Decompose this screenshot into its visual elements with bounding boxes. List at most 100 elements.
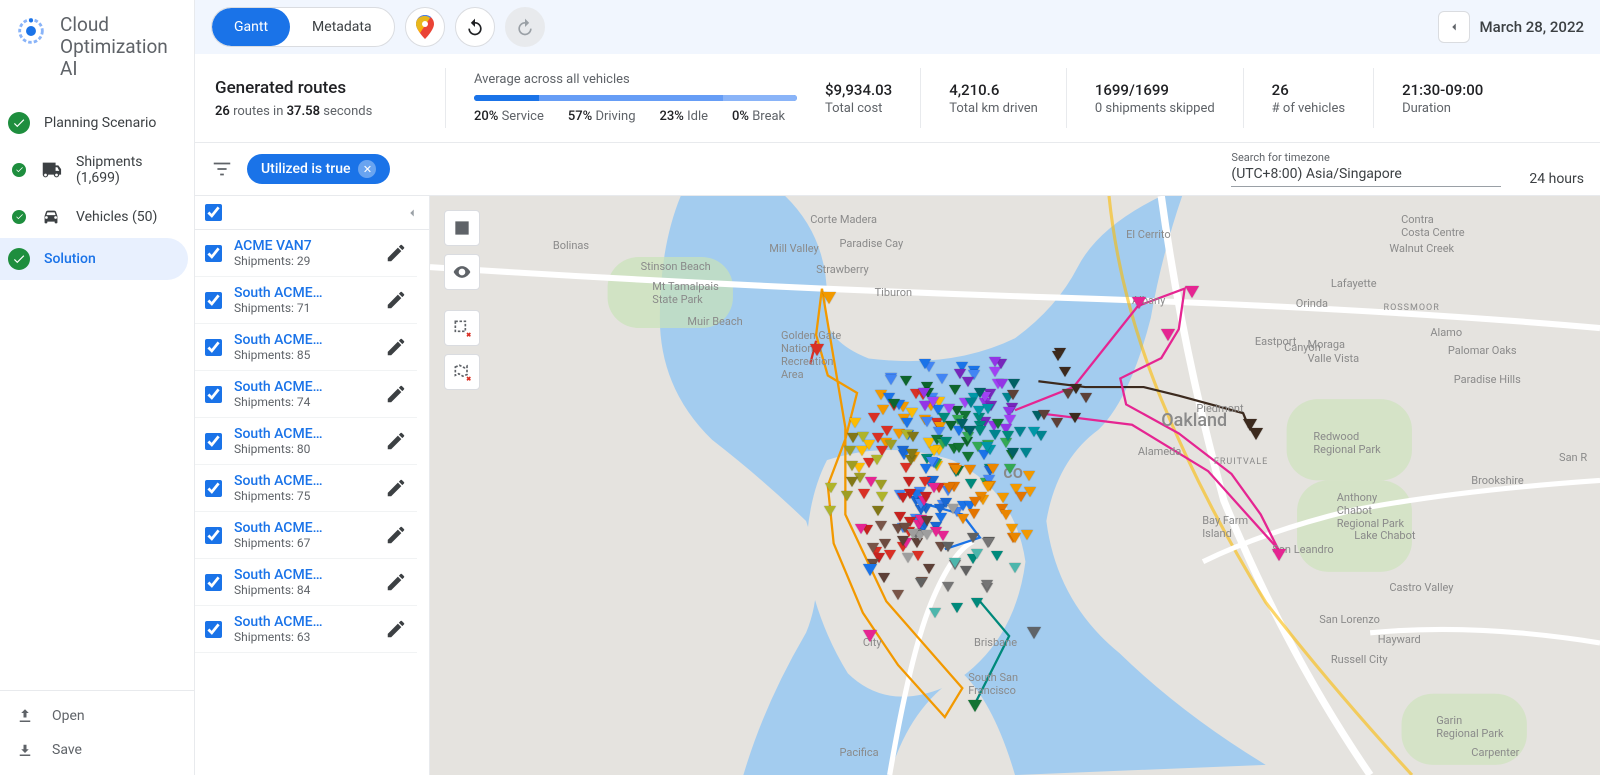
nav-planning-scenario[interactable]: Planning Scenario: [0, 102, 194, 144]
marker-icon: [1007, 448, 1019, 458]
tab-gantt[interactable]: Gantt: [212, 8, 290, 46]
list-scroll[interactable]: ACME VAN7Shipments: 29South ACME…Shipmen…: [195, 230, 429, 775]
nav-vehicles[interactable]: Vehicles (50): [0, 196, 194, 238]
map-pin-button[interactable]: [405, 7, 445, 47]
marker-icon: [940, 437, 952, 447]
vehicle-checkbox[interactable]: [205, 386, 222, 403]
marker-icon: [923, 564, 935, 574]
redo-icon: [515, 17, 535, 37]
map-area[interactable]: Corte MaderaBolinasMill ValleyParadise C…: [430, 196, 1600, 775]
vehicle-list-item[interactable]: South ACME…Shipments: 84: [195, 559, 417, 606]
marker-icon: [1002, 431, 1014, 441]
vehicle-list-item[interactable]: ACME VAN7Shipments: 29: [195, 230, 417, 277]
vehicle-list-item[interactable]: South ACME…Shipments: 71: [195, 277, 417, 324]
tab-metadata[interactable]: Metadata: [290, 8, 394, 46]
vehicle-checkbox[interactable]: [205, 245, 222, 262]
marker-icon: [1132, 297, 1146, 309]
sidebar: Cloud Optimization AI Planning Scenario …: [0, 0, 195, 775]
route-unit: routes in: [233, 104, 283, 119]
close-icon[interactable]: ✕: [358, 160, 376, 178]
visibility-button[interactable]: [444, 254, 480, 290]
avg-seg: [474, 95, 539, 101]
open-button[interactable]: Open: [0, 699, 194, 733]
vehicle-list-item[interactable]: South ACME…Shipments: 80: [195, 418, 417, 465]
marker-icon: [943, 483, 955, 493]
nav-label: Solution: [44, 251, 96, 267]
rect-select-icon: [452, 318, 472, 338]
filter-row: Utilized is true ✕ Search for timezone (…: [195, 143, 1600, 196]
vehicle-checkbox[interactable]: [205, 621, 222, 638]
undo-icon: [465, 17, 485, 37]
edit-icon[interactable]: [385, 383, 407, 405]
edit-icon[interactable]: [385, 242, 407, 264]
marker-icon: [981, 442, 993, 452]
edit-icon[interactable]: [385, 477, 407, 499]
vehicle-list-item[interactable]: South ACME…Shipments: 63: [195, 606, 417, 653]
edit-icon[interactable]: [385, 571, 407, 593]
marker-icon: [992, 419, 1004, 429]
edit-icon[interactable]: [385, 289, 407, 311]
chevron-left-icon[interactable]: [405, 206, 419, 220]
edit-icon[interactable]: [385, 618, 407, 640]
vehicle-checkbox[interactable]: [205, 574, 222, 591]
vehicle-list-item[interactable]: South ACME…Shipments: 67: [195, 512, 417, 559]
marker-icon: [991, 551, 1003, 561]
marker-icon: [919, 359, 931, 369]
marker-icon: [989, 357, 1001, 367]
marker-icon: [1015, 492, 1027, 502]
vehicle-list-item[interactable]: South ACME…Shipments: 75: [195, 465, 417, 512]
marker-icon: [1014, 427, 1026, 437]
vehicle-checkbox[interactable]: [205, 480, 222, 497]
marker-icon: [849, 418, 861, 428]
marker-icon: [928, 483, 940, 493]
edit-icon[interactable]: [385, 336, 407, 358]
vehicle-title: South ACME…: [234, 332, 373, 348]
marker-icon: [878, 573, 890, 583]
marker-icon: [858, 489, 870, 499]
vehicle-list-item[interactable]: South ACME…Shipments: 74: [195, 371, 417, 418]
poly-select-icon: [452, 362, 472, 382]
shipments-icon: [40, 159, 62, 181]
filter-icon[interactable]: [211, 158, 233, 180]
gen-seconds: 37.58: [287, 104, 320, 119]
vehicle-checkbox[interactable]: [205, 433, 222, 450]
nav-shipments[interactable]: Shipments (1,699): [0, 144, 194, 196]
vehicle-checkbox[interactable]: [205, 292, 222, 309]
nav-solution[interactable]: Solution: [0, 238, 188, 280]
marker-icon: [1023, 471, 1035, 481]
undo-button[interactable]: [455, 7, 495, 47]
check-icon: [12, 163, 26, 177]
map-tools: [444, 210, 480, 390]
marker-icon: [892, 590, 904, 600]
select-poly-button[interactable]: [444, 354, 480, 390]
marker-icon: [846, 461, 858, 471]
marker-icon: [982, 538, 994, 548]
metric-average: Average across all vehicles 20% Service5…: [445, 68, 825, 128]
list-body: ACME VAN7Shipments: 29South ACME…Shipmen…: [195, 230, 429, 775]
vehicle-sub: Shipments: 67: [234, 536, 373, 550]
marker-icon: [954, 369, 966, 379]
vehicle-checkbox[interactable]: [205, 527, 222, 544]
marker-icon: [1008, 379, 1020, 389]
metric-key: # of vehicles: [1272, 101, 1345, 116]
metrics-row: Generated routes 26 routes in 37.58 seco…: [195, 54, 1600, 143]
select-all-checkbox[interactable]: [205, 204, 222, 221]
vehicle-list-item[interactable]: South ACME…Shipments: 85: [195, 324, 417, 371]
date-text: March 28, 2022: [1480, 18, 1585, 36]
redo-button[interactable]: [505, 7, 545, 47]
marker-icon: [1027, 627, 1041, 639]
timezone-field[interactable]: Search for timezone (UTC+8:00) Asia/Sing…: [1231, 151, 1501, 187]
generated-title: Generated routes: [215, 78, 417, 98]
brand: Cloud Optimization AI: [0, 0, 194, 98]
save-button[interactable]: Save: [0, 733, 194, 767]
select-rect-button[interactable]: [444, 310, 480, 346]
filter-chip[interactable]: Utilized is true ✕: [247, 154, 390, 184]
vehicle-checkbox[interactable]: [205, 339, 222, 356]
edit-icon[interactable]: [385, 430, 407, 452]
marker-icon: [825, 483, 837, 493]
date-prev-button[interactable]: [1438, 11, 1470, 43]
edit-icon[interactable]: [385, 524, 407, 546]
satellite-button[interactable]: [444, 210, 480, 246]
marker-icon: [971, 598, 983, 608]
marker-icon: [962, 452, 974, 462]
